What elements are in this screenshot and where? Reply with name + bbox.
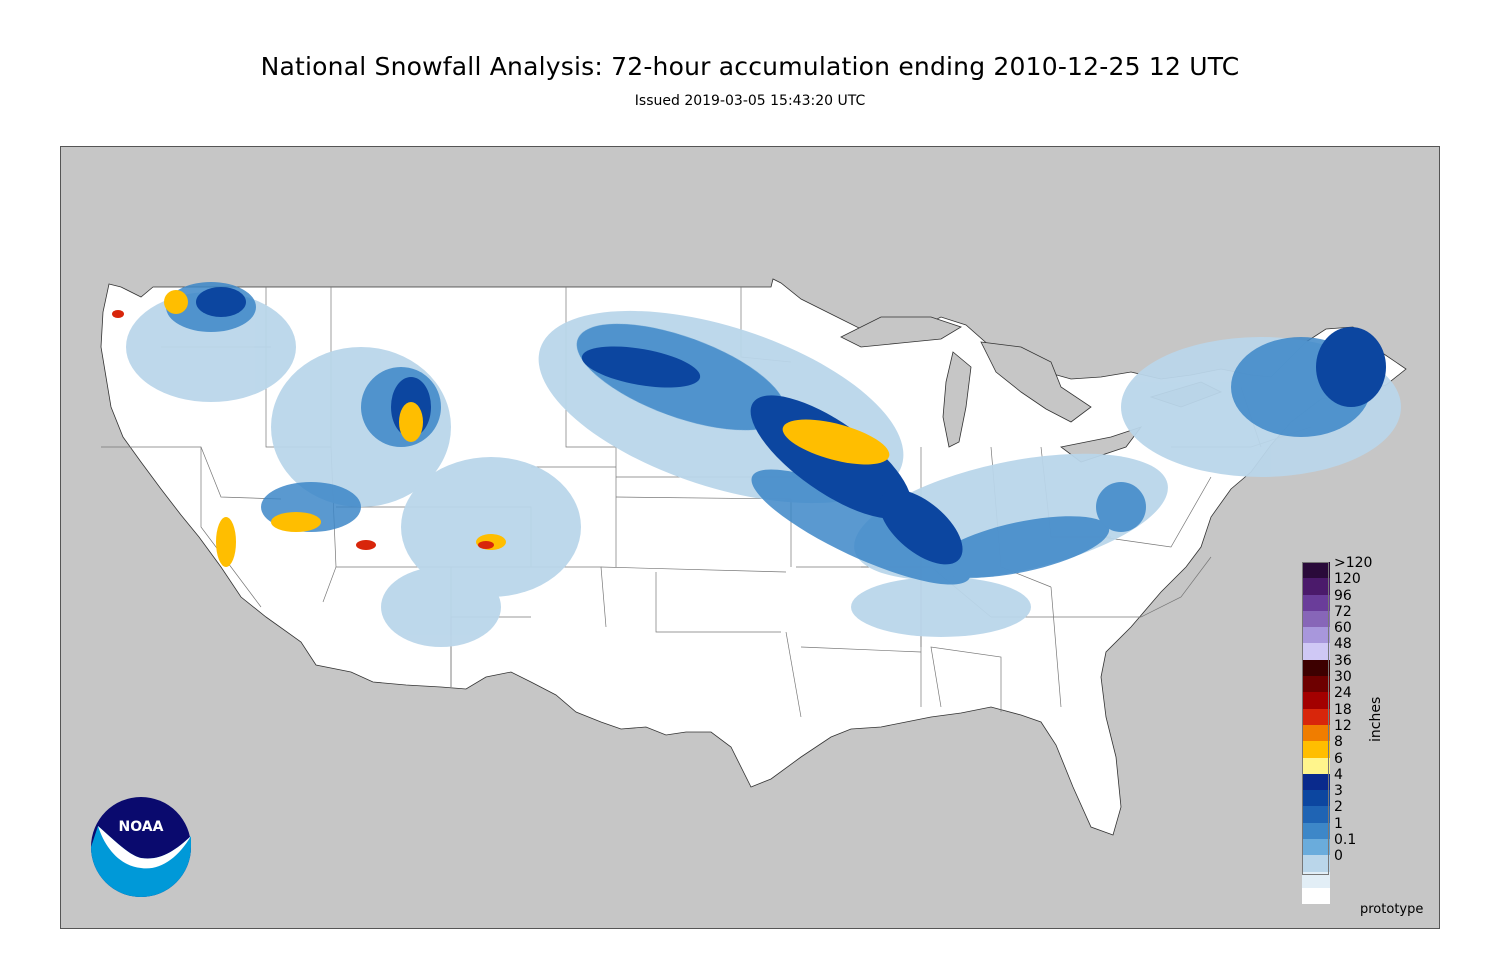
map-title: National Snowfall Analysis: 72-hour accu… (260, 52, 1240, 81)
noaa-logo-text: NOAA (119, 819, 164, 835)
legend-swatch (1302, 676, 1330, 693)
legend-swatch (1302, 839, 1330, 856)
map-panel (60, 146, 1440, 929)
legend-labels: >120 120 96 72 60 48 36 30 24 18 12 8 6 4 3 2 1 0.1 0 (1334, 555, 1372, 865)
legend-label: 120 (1334, 571, 1361, 588)
legend-label: 96 (1334, 587, 1352, 604)
legend-swatch (1302, 757, 1330, 774)
legend-swatch (1302, 659, 1330, 677)
prototype-watermark: prototype (1360, 902, 1424, 917)
legend-label: 24 (1334, 685, 1352, 702)
legend-label: 72 (1334, 603, 1352, 620)
legend-label: 12 (1334, 717, 1352, 734)
snow-6-12 (164, 290, 890, 567)
legend-label: 30 (1334, 669, 1352, 686)
legend-label: 3 (1334, 783, 1343, 800)
legend-swatch (1302, 806, 1330, 823)
legend-label: 0 (1334, 848, 1343, 865)
legend-swatch (1302, 627, 1330, 644)
legend-swatch (1302, 578, 1330, 595)
legend-swatch (1302, 643, 1330, 660)
legend-label: 18 (1334, 701, 1352, 718)
legend-label: >120 (1334, 555, 1373, 571)
legend-units: inches (1368, 696, 1384, 742)
issued-timestamp: Issued 2019-03-05 15:43:20 UTC (634, 93, 866, 109)
legend-swatch (1302, 708, 1330, 725)
legend-label: 8 (1334, 734, 1343, 751)
noaa-logo: NOAA (91, 797, 191, 897)
legend-swatch (1302, 822, 1330, 840)
legend-label: 2 (1334, 799, 1343, 816)
legend-swatch (1302, 594, 1330, 611)
legend-label: 6 (1334, 750, 1343, 767)
legend-swatch (1302, 692, 1330, 709)
legend-label: 1 (1334, 815, 1343, 832)
legend-swatch (1302, 724, 1330, 742)
legend-swatch (1302, 887, 1330, 905)
legend-swatch (1302, 610, 1330, 628)
legend-label: 48 (1334, 636, 1352, 653)
legend-label: 0.1 (1334, 832, 1357, 849)
legend-swatch (1302, 741, 1330, 758)
legend-label: 60 (1334, 620, 1352, 637)
legend-swatch (1302, 773, 1330, 791)
legend-label: 36 (1334, 652, 1352, 669)
legend-swatch (1302, 562, 1330, 579)
legend-swatch (1302, 855, 1330, 872)
great-lakes (840, 316, 1222, 463)
legend-swatch (1302, 790, 1330, 807)
legend-label: 4 (1334, 766, 1343, 783)
snowfall-map (100, 278, 1407, 836)
legend-swatch (1302, 871, 1330, 888)
color-legend (1302, 562, 1330, 905)
snow-12-plus (112, 310, 494, 550)
